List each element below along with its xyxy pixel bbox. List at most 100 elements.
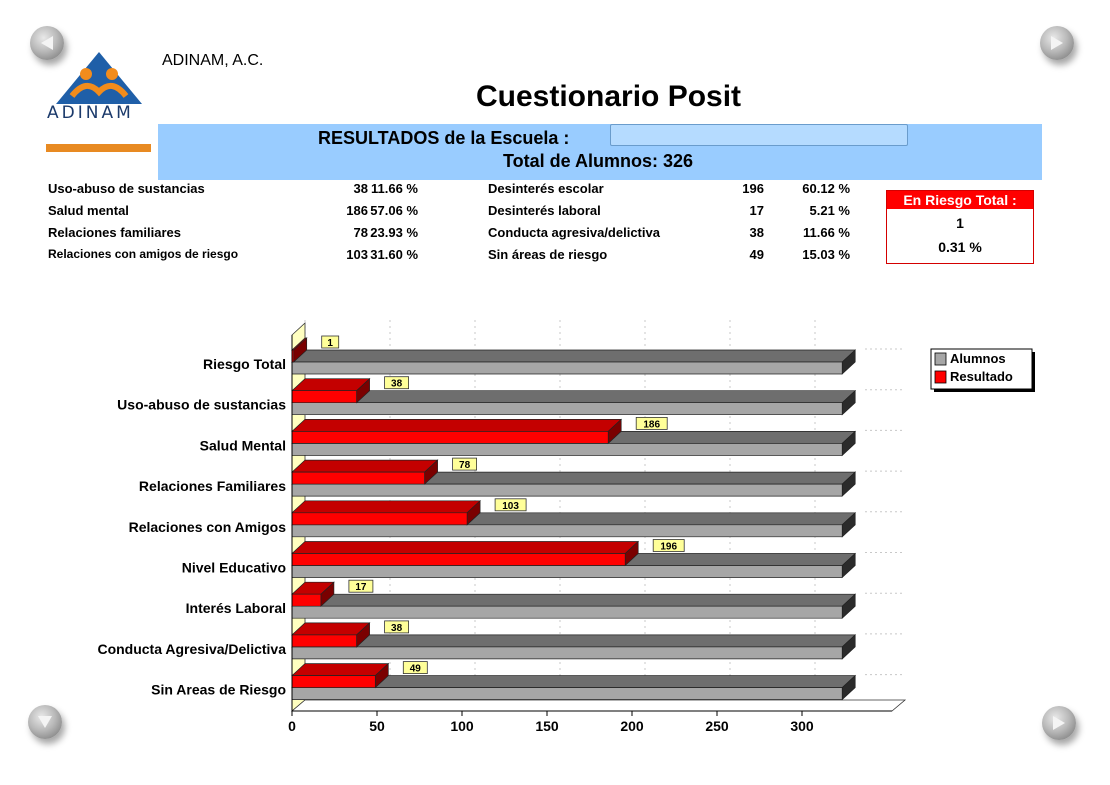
stat-label: Sin áreas de riesgo bbox=[488, 247, 608, 262]
x-tick-label: 150 bbox=[535, 718, 559, 734]
data-label: 103 bbox=[502, 501, 519, 512]
data-label: 17 bbox=[355, 582, 367, 593]
adinam-logo: ADINAM bbox=[42, 48, 157, 158]
resultado-bar bbox=[291, 581, 335, 607]
data-label-box bbox=[384, 620, 410, 634]
risk-total-box: En Riesgo Total : 1 0.31 % bbox=[886, 190, 1034, 264]
stat-row-amigos: Relaciones con amigos de riesgo 103 31.6… bbox=[48, 247, 428, 263]
stat-percent: 11.66 % bbox=[371, 181, 418, 196]
stat-label: Relaciones familiares bbox=[48, 225, 181, 240]
data-label: 38 bbox=[391, 379, 403, 390]
stat-count: 38 bbox=[749, 225, 764, 240]
data-label: 186 bbox=[643, 419, 660, 430]
legend-box bbox=[930, 348, 1033, 390]
x-tick-label: 250 bbox=[705, 718, 729, 734]
stat-percent: 57.06 % bbox=[370, 203, 418, 218]
stat-row-conducta: Conducta agresiva/delictiva 38 11.66 % bbox=[488, 225, 858, 241]
data-label-box bbox=[635, 416, 668, 430]
x-tick-label: 100 bbox=[450, 718, 474, 734]
corner-arrow-top-right-icon[interactable] bbox=[1040, 26, 1074, 60]
legend-label-alumnos: Alumnos bbox=[950, 351, 1006, 366]
chart-floor bbox=[290, 699, 907, 712]
stat-label: Salud mental bbox=[48, 203, 129, 218]
stat-count: 78 bbox=[353, 225, 368, 240]
stat-row-sin-areas: Sin áreas de riesgo 49 15.03 % bbox=[488, 247, 858, 263]
stat-row-sustancias: Uso-abuso de sustancias 38 11.66 % bbox=[48, 181, 428, 197]
alumnos-bar bbox=[291, 674, 857, 701]
corner-arrow-bottom-left-icon[interactable] bbox=[28, 705, 62, 739]
data-label: 196 bbox=[660, 542, 677, 553]
data-label: 78 bbox=[459, 460, 471, 471]
resultado-bar bbox=[291, 459, 439, 485]
resultado-bar bbox=[291, 418, 623, 445]
stat-percent: 15.03 % bbox=[802, 247, 850, 262]
category-label: Sin Areas de Riesgo bbox=[151, 682, 286, 698]
stat-label: Conducta agresiva/delictiva bbox=[488, 225, 660, 240]
stat-percent: 31.60 % bbox=[370, 247, 418, 262]
stat-percent: 60.12 % bbox=[802, 181, 850, 196]
results-banner: RESULTADOS de la Escuela : Total de Alum… bbox=[158, 124, 1042, 180]
stat-label: Relaciones con amigos de riesgo bbox=[48, 247, 239, 261]
stat-row-salud-mental: Salud mental 186 57.06 % bbox=[48, 203, 428, 219]
alumnos-bar bbox=[291, 389, 857, 416]
stat-row-desinteres-escolar: Desinterés escolar 196 60.12 % bbox=[488, 181, 858, 197]
stat-label: Desinterés escolar bbox=[488, 181, 604, 196]
data-label-box bbox=[348, 579, 374, 593]
category-label: Interés Laboral bbox=[186, 600, 286, 616]
logo-social-strip bbox=[46, 144, 151, 152]
school-label: RESULTADOS de la Escuela : bbox=[318, 128, 570, 148]
category-label: Relaciones Familiares bbox=[139, 478, 286, 494]
category-label: Conducta Agresiva/Delictiva bbox=[97, 641, 286, 657]
resultado-bar bbox=[291, 662, 390, 689]
x-tick-label: 300 bbox=[790, 718, 814, 734]
risk-total-count: 1 bbox=[956, 215, 964, 231]
data-label-box bbox=[452, 457, 478, 471]
organization-name: ADINAM, A.C. bbox=[162, 52, 264, 69]
data-label-box bbox=[384, 376, 410, 390]
legend-shadow bbox=[934, 389, 1035, 392]
category-label: Relaciones con Amigos bbox=[129, 519, 287, 535]
resultado-bar bbox=[291, 540, 640, 567]
stat-count: 186 bbox=[346, 203, 368, 218]
resultado-bar bbox=[291, 377, 371, 404]
legend-shadow bbox=[1032, 352, 1035, 392]
data-label: 49 bbox=[410, 664, 422, 675]
x-tick-label: 50 bbox=[369, 718, 385, 734]
stat-row-relaciones-familiares: Relaciones familiares 78 23.93 % bbox=[48, 225, 428, 241]
category-label: Riesgo Total bbox=[203, 356, 286, 372]
data-label-box bbox=[402, 661, 428, 674]
corner-arrow-top-left-icon[interactable] bbox=[30, 26, 64, 60]
stat-percent: 11.66 % bbox=[803, 225, 850, 240]
stat-count: 49 bbox=[749, 247, 764, 262]
stat-percent: 5.21 % bbox=[809, 203, 850, 218]
category-label: Salud Mental bbox=[200, 437, 286, 453]
legend-swatch-alumnos bbox=[934, 352, 947, 366]
corner-arrow-bottom-right-icon[interactable] bbox=[1042, 706, 1076, 740]
stat-label: Uso-abuso de sustancias bbox=[48, 181, 205, 196]
school-name-field[interactable] bbox=[610, 124, 908, 146]
stat-count: 17 bbox=[749, 203, 764, 218]
category-label: Nivel Educativo bbox=[182, 560, 286, 576]
data-label: 1 bbox=[327, 338, 333, 349]
x-tick-label: 200 bbox=[620, 718, 644, 734]
data-label: 38 bbox=[391, 623, 403, 634]
logo-emblem-icon bbox=[56, 52, 142, 104]
total-students: Total de Alumnos: 326 bbox=[503, 151, 694, 171]
alumnos-bar bbox=[291, 593, 857, 619]
risk-total-percent: 0.31 % bbox=[938, 239, 982, 255]
data-label-box bbox=[321, 335, 340, 349]
stat-count: 103 bbox=[346, 247, 368, 262]
x-tick-label: 0 bbox=[288, 718, 296, 734]
risk-total-title: En Riesgo Total : bbox=[887, 191, 1033, 209]
legend-label-resultado: Resultado bbox=[950, 369, 1013, 384]
page-title: Cuestionario Posit bbox=[476, 80, 742, 113]
resultado-bar bbox=[291, 622, 371, 648]
stat-count: 196 bbox=[742, 181, 764, 196]
alumnos-bar bbox=[291, 634, 857, 660]
stat-percent: 23.93 % bbox=[370, 225, 418, 240]
logo-wordmark: ADINAM bbox=[47, 103, 134, 123]
resultado-bar bbox=[291, 500, 481, 526]
stat-label: Desinterés laboral bbox=[488, 203, 601, 218]
stat-count: 38 bbox=[353, 181, 368, 196]
